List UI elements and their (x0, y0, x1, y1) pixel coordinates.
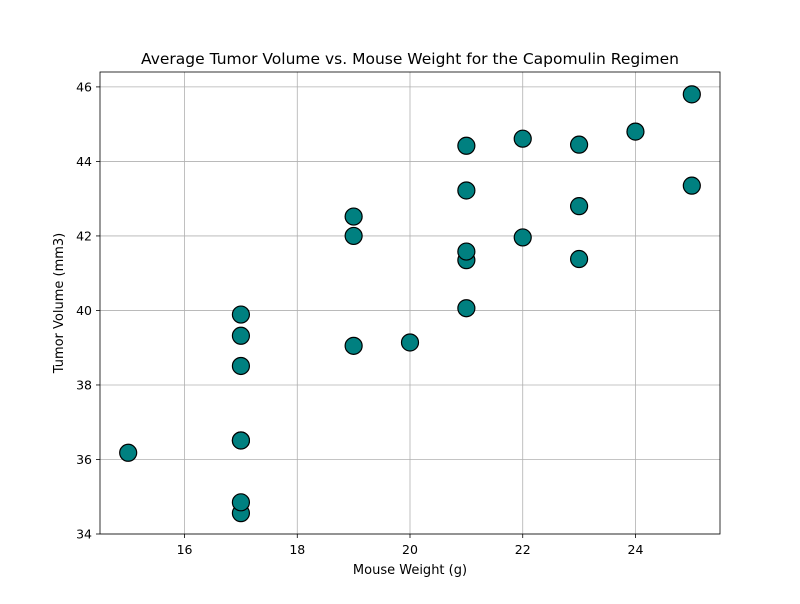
scatter-point (344, 226, 363, 246)
scatter-point (457, 299, 476, 318)
y-tick-label: 34 (76, 527, 92, 542)
scatter-point (231, 431, 251, 450)
scatter-point (400, 333, 420, 352)
scatter-point (513, 129, 532, 148)
grid-layer (100, 72, 720, 535)
y-tick-label: 40 (76, 303, 92, 318)
x-tick-label: 24 (628, 542, 644, 557)
scatter-point (569, 197, 589, 216)
scatter-point (513, 228, 532, 247)
scatter-point (231, 356, 251, 376)
x-axis-label: Mouse Weight (g) (353, 563, 467, 578)
scatter-point (457, 242, 476, 261)
x-tick-label: 16 (177, 542, 193, 557)
scatter-point (344, 336, 363, 355)
ticks-layer: 16 18 20 22 24 34 36 38 40 42 44 46 (76, 79, 643, 557)
scatter-point (119, 443, 138, 462)
y-tick-label: 42 (76, 228, 92, 243)
y-axis-label: Tumor Volume (mm3) (52, 233, 67, 375)
points-layer (119, 85, 701, 523)
scatter-point (231, 493, 251, 512)
y-tick-label: 46 (76, 79, 92, 94)
scatter-point (626, 122, 645, 141)
scatter-point (682, 176, 701, 195)
scatter-point (457, 181, 476, 200)
scatter-point (231, 326, 251, 345)
x-tick-label: 18 (289, 542, 305, 557)
x-tick-label: 20 (402, 542, 418, 557)
y-tick-label: 36 (76, 452, 92, 467)
y-tick-label: 44 (76, 154, 92, 169)
chart-title: Average Tumor Volume vs. Mouse Weight fo… (141, 50, 679, 68)
scatter-point (682, 85, 701, 104)
scatter-point (457, 136, 476, 155)
scatter-point (344, 207, 363, 226)
scatter-point (231, 305, 251, 324)
y-tick-label: 38 (76, 377, 92, 392)
scatter-point (569, 135, 589, 154)
scatter-point (569, 249, 589, 269)
x-tick-label: 22 (515, 542, 531, 557)
